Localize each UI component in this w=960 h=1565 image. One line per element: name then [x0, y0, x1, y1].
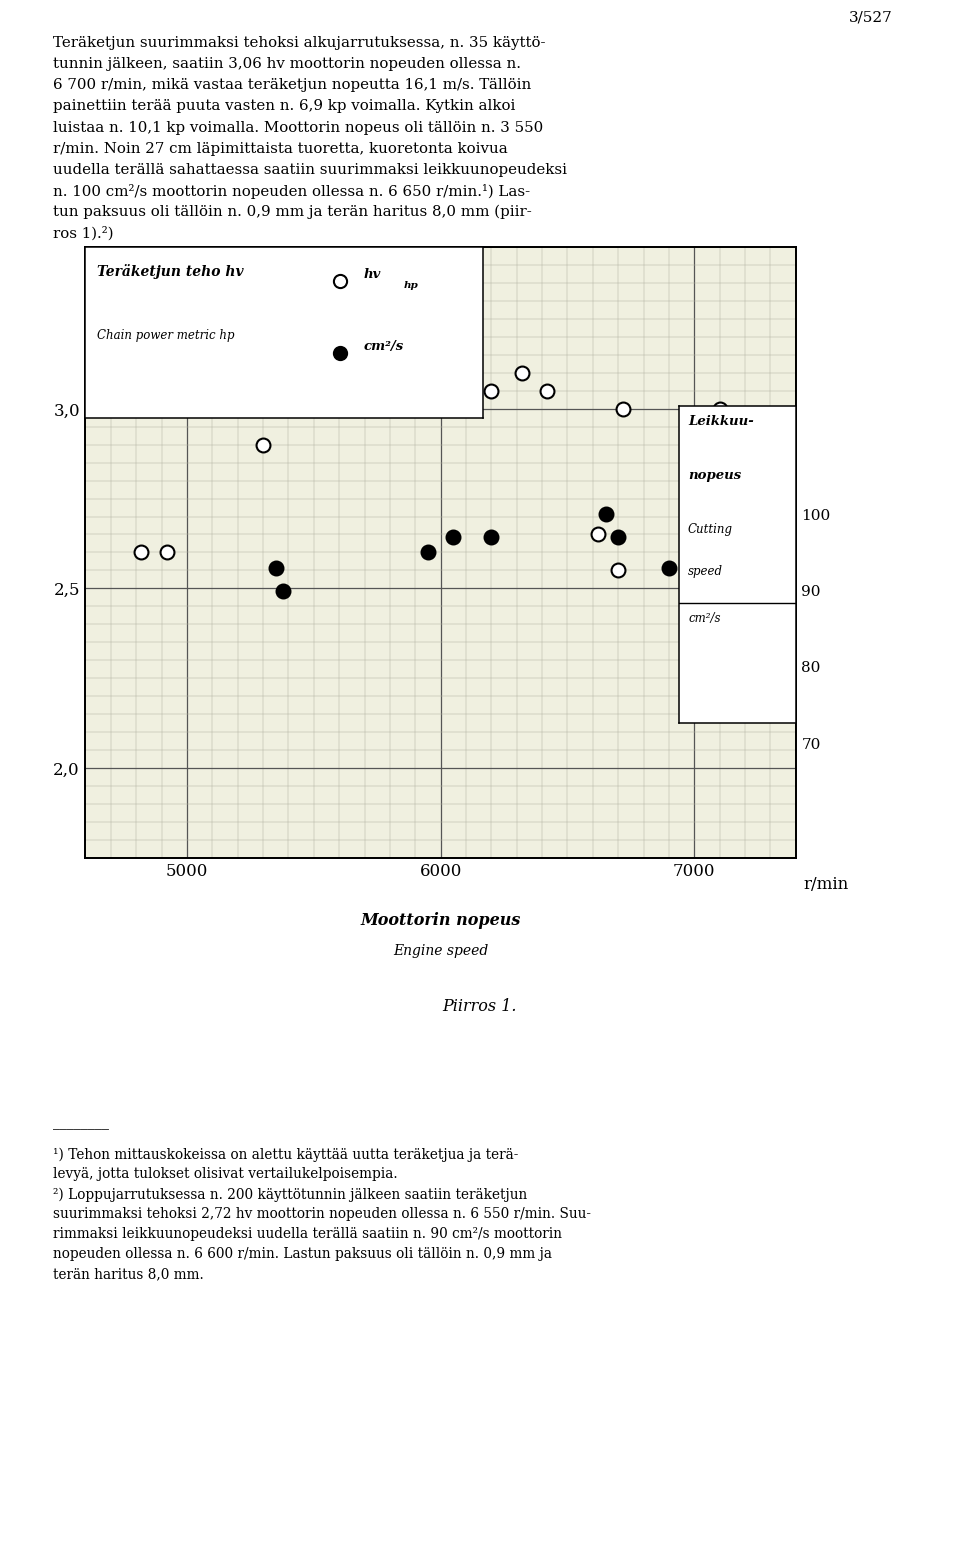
Point — [540, 379, 555, 404]
Text: tunnin jälkeen, saatiin 3,06 hv moottorin nopeuden ollessa n.: tunnin jälkeen, saatiin 3,06 hv moottori… — [53, 56, 520, 70]
Text: Engine speed: Engine speed — [393, 944, 489, 958]
Text: ²) Loppujarrutuksessa n. 200 käyttötunnin jälkeen saatiin teräketjun: ²) Loppujarrutuksessa n. 200 käyttötunni… — [53, 1188, 527, 1202]
Point — [445, 524, 461, 549]
Text: r/min: r/min — [804, 876, 849, 894]
Point — [611, 557, 626, 582]
Point — [268, 556, 283, 581]
Text: tun paksuus oli tällöin n. 0,9 mm ja terän haritus 8,0 mm (piir-: tun paksuus oli tällöin n. 0,9 mm ja ter… — [53, 205, 532, 219]
Point — [590, 523, 606, 548]
Point — [515, 360, 530, 385]
Text: levyä, jotta tulokset olisivat vertailukelpoisempia.: levyä, jotta tulokset olisivat vertailuk… — [53, 1167, 397, 1182]
Text: cm²/s: cm²/s — [364, 340, 404, 352]
Point — [700, 593, 715, 618]
Point — [598, 502, 613, 527]
Text: Cutting: Cutting — [688, 523, 733, 537]
Text: 6 700 r/min, mikä vastaa teräketjun nopeutta 16,1 m/s. Tällöin: 6 700 r/min, mikä vastaa teräketjun nope… — [53, 78, 531, 92]
Text: Piirros 1.: Piirros 1. — [443, 998, 517, 1016]
Text: 3/527: 3/527 — [849, 9, 893, 23]
Point — [332, 341, 348, 366]
Text: suurimmaksi tehoksi 2,72 hv moottorin nopeuden ollessa n. 6 550 r/min. Suu-: suurimmaksi tehoksi 2,72 hv moottorin no… — [53, 1207, 590, 1221]
Text: ¹) Tehon mittauskokeissa on alettu käyttää uutta teräketjua ja terä-: ¹) Tehon mittauskokeissa on alettu käytt… — [53, 1147, 518, 1161]
Point — [484, 524, 499, 549]
Text: Teräketjun teho hv: Teräketjun teho hv — [97, 264, 244, 280]
Point — [428, 396, 444, 421]
Text: uudella terällä sahattaessa saatiin suurimmaksi leikkuunopeudeksi: uudella terällä sahattaessa saatiin suur… — [53, 163, 566, 177]
Text: n. 100 cm²/s moottorin nopeuden ollessa n. 6 650 r/min.¹) Las-: n. 100 cm²/s moottorin nopeuden ollessa … — [53, 185, 530, 199]
Text: Chain power metric hp: Chain power metric hp — [97, 329, 235, 343]
Point — [712, 601, 728, 626]
Point — [159, 540, 175, 565]
Text: hp: hp — [404, 282, 419, 291]
Text: nopeus: nopeus — [688, 470, 741, 482]
Point — [661, 556, 677, 581]
Point — [332, 269, 348, 294]
Point — [615, 396, 631, 421]
Point — [712, 396, 728, 421]
Point — [276, 577, 291, 603]
Point — [611, 524, 626, 549]
Text: luistaa n. 10,1 kp voimalla. Moottorin nopeus oli tällöin n. 3 550: luistaa n. 10,1 kp voimalla. Moottorin n… — [53, 121, 543, 135]
Text: ________: ________ — [53, 1116, 108, 1130]
Text: painettiin terää puuta vasten n. 6,9 kp voimalla. Kytkin alkoi: painettiin terää puuta vasten n. 6,9 kp … — [53, 100, 516, 113]
Text: Teräketjun suurimmaksi tehoksi alkujarrutuksessa, n. 35 käyttö-: Teräketjun suurimmaksi tehoksi alkujarru… — [53, 36, 545, 50]
Point — [420, 540, 436, 565]
Text: hv: hv — [364, 268, 381, 280]
Text: ros 1).²): ros 1).²) — [53, 227, 113, 241]
Point — [133, 540, 149, 565]
Text: terän haritus 8,0 mm.: terän haritus 8,0 mm. — [53, 1268, 204, 1282]
Text: Leikkuu-: Leikkuu- — [688, 415, 754, 429]
Text: rimmaksi leikkuunopeudeksi uudella terällä saatiin n. 90 cm²/s moottorin: rimmaksi leikkuunopeudeksi uudella teräl… — [53, 1227, 562, 1241]
Text: r/min. Noin 27 cm läpimittaista tuoretta, kuoretonta koivua: r/min. Noin 27 cm läpimittaista tuoretta… — [53, 141, 508, 155]
Point — [737, 557, 753, 582]
Text: speed: speed — [688, 565, 723, 577]
Point — [484, 379, 499, 404]
Text: nopeuden ollessa n. 6 600 r/min. Lastun paksuus oli tällöin n. 0,9 mm ja: nopeuden ollessa n. 6 600 r/min. Lastun … — [53, 1247, 552, 1261]
Text: cm²/s: cm²/s — [688, 612, 721, 626]
Text: Moottorin nopeus: Moottorin nopeus — [360, 912, 521, 930]
Point — [255, 432, 271, 457]
